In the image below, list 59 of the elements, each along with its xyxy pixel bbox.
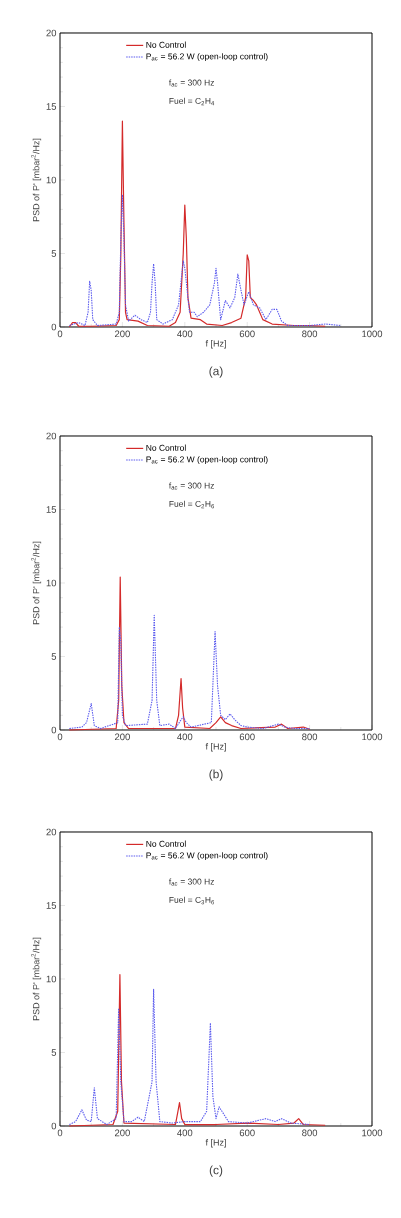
- line-series: [68, 194, 342, 327]
- x-tick-label: 600: [239, 1129, 255, 1137]
- legend-label: P$_{ac}$ = 56.2 W (open-loop control): [146, 53, 268, 62]
- y-tick-label: 20: [46, 432, 57, 440]
- y-tick-label: 10: [46, 176, 57, 184]
- y-tick-label: 10: [46, 975, 57, 983]
- line-series: [68, 973, 326, 1127]
- x-tick-label: 1000: [362, 330, 383, 338]
- x-tick-label: 1000: [362, 1129, 383, 1137]
- y-tick-label: 0: [51, 1122, 57, 1130]
- x-axis-title: f [Hz]: [205, 1139, 226, 1148]
- legend-label: No Control: [146, 840, 186, 847]
- y-tick-label: 15: [46, 103, 57, 110]
- line-series: [68, 988, 311, 1126]
- x-tick-label: 800: [302, 330, 318, 338]
- x-tick-label: 200: [114, 733, 130, 741]
- legend-label: No Control: [146, 444, 186, 451]
- x-axis-title: f [Hz]: [205, 340, 226, 349]
- x-tick-label: 800: [302, 733, 318, 741]
- x-tick-label: 400: [177, 330, 193, 338]
- y-tick-label: 0: [51, 726, 57, 734]
- text: (b): [209, 769, 223, 781]
- text: (a): [209, 366, 223, 378]
- x-tick-label: 200: [114, 330, 130, 338]
- annotation: f$_{ac}$ = 300 Hz: [168, 482, 214, 490]
- y-tick-label: 20: [46, 828, 57, 836]
- annotation: f$_{ac}$ = 300 Hz: [168, 878, 214, 886]
- legend-label: P$_{ac}$ = 56.2 W (open-loop control): [146, 852, 268, 861]
- x-tick-label: 400: [177, 733, 193, 741]
- legend-label: P$_{ac}$ = 56.2 W (open-loop control): [146, 456, 268, 465]
- y-tick-label: 5: [51, 250, 57, 257]
- x-tick-label: 600: [239, 330, 255, 338]
- annotation: f$_{ac}$ = 300 Hz: [168, 79, 214, 87]
- legend-label: No Control: [146, 41, 186, 48]
- x-tick-label: 200: [114, 1129, 130, 1137]
- y-tick-label: 15: [46, 506, 57, 513]
- x-axis-title: f [Hz]: [205, 743, 226, 752]
- annotation: Fuel = C$_{2}$H$_{6}$: [169, 500, 215, 509]
- y-tick-label: 5: [51, 653, 57, 660]
- y-tick-label: 20: [46, 29, 57, 37]
- line-series: [68, 614, 311, 730]
- y-tick-label: 0: [51, 323, 57, 331]
- x-tick-label: 1000: [362, 733, 383, 741]
- x-tick-label: 800: [302, 1129, 318, 1137]
- x-tick-label: 0: [57, 733, 63, 741]
- text: (c): [209, 1165, 223, 1177]
- x-tick-label: 0: [57, 330, 63, 338]
- y-axis-title: PSD of P' [mbar$^{2}$/Hz]: [31, 138, 42, 222]
- x-tick-label: 600: [239, 733, 255, 741]
- annotation: Fuel = C$_{3}$H$_{6}$: [169, 896, 215, 905]
- y-axis-title: PSD of P' [mbar$^{2}$/Hz]: [31, 937, 42, 1021]
- y-tick-label: 10: [46, 579, 57, 587]
- y-tick-label: 15: [46, 902, 57, 909]
- x-tick-label: 400: [177, 1129, 193, 1137]
- y-tick-label: 5: [51, 1049, 57, 1056]
- x-tick-label: 0: [57, 1129, 63, 1137]
- y-axis-title: PSD of P' [mbar$^{2}$/Hz]: [31, 541, 42, 625]
- line-series: [68, 576, 311, 731]
- annotation: Fuel = C$_{2}$H$_{4}$: [169, 97, 215, 106]
